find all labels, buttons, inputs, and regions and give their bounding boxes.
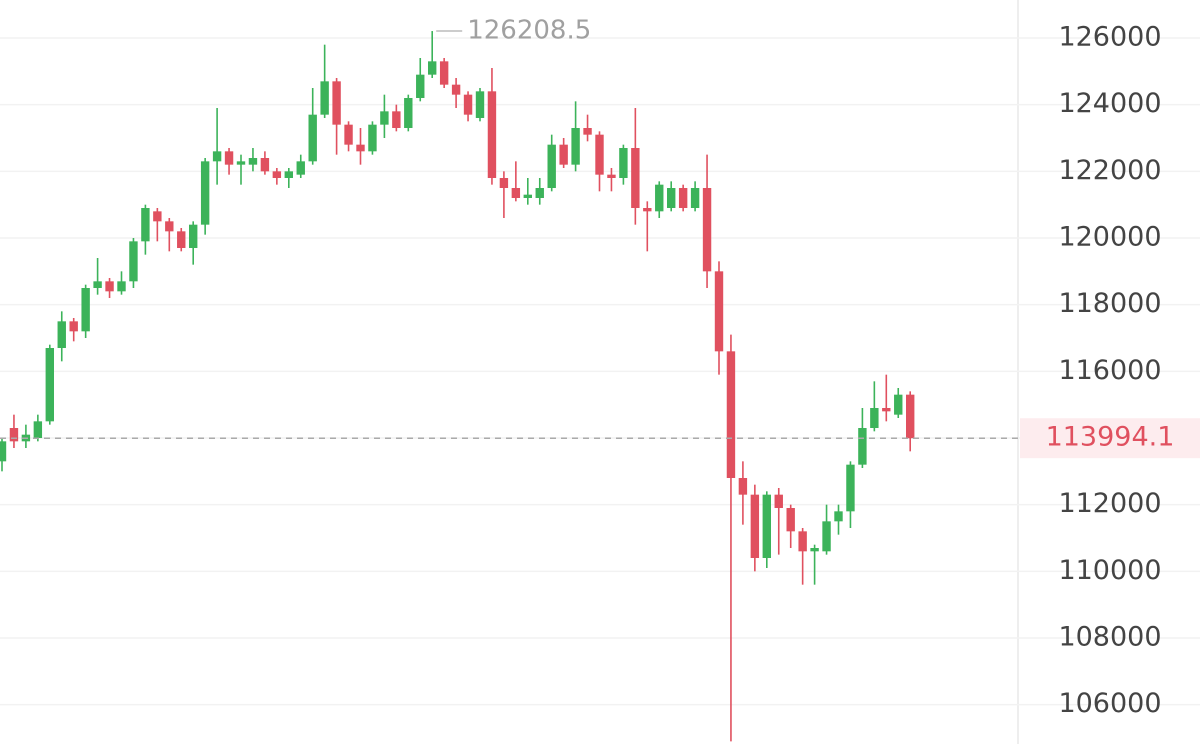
candle-body	[631, 148, 640, 208]
candle-body	[822, 521, 831, 552]
candle-body	[774, 494, 783, 508]
candle-body	[284, 171, 293, 178]
candle-body	[117, 281, 126, 292]
candle-body	[906, 394, 915, 439]
candle-body	[439, 61, 449, 85]
candle-body	[272, 171, 282, 178]
candle-body	[738, 478, 748, 495]
candle-body	[141, 208, 150, 242]
candle-body	[105, 281, 114, 292]
y-tick-label: 118000	[1058, 288, 1161, 319]
candle-body	[655, 184, 664, 212]
candle-body	[786, 508, 795, 532]
candle-body	[571, 128, 580, 165]
candle-body	[392, 111, 401, 128]
candle-body	[344, 124, 353, 145]
candle-body	[894, 394, 903, 415]
candle-body	[45, 348, 54, 422]
candle-body	[93, 281, 102, 288]
candle-body	[595, 134, 604, 175]
y-tick-label: 116000	[1058, 355, 1161, 386]
y-tick-label: 108000	[1058, 622, 1161, 653]
y-tick-label: 122000	[1058, 155, 1161, 186]
last-price-label: 113994.1	[1046, 422, 1175, 453]
y-tick-label: 106000	[1058, 688, 1161, 719]
candle-body	[726, 351, 736, 478]
candle-body	[499, 178, 509, 188]
candle-body	[356, 144, 365, 152]
candle-body	[870, 408, 879, 428]
candle-body	[200, 161, 210, 225]
candle-body	[607, 174, 616, 178]
candle-body	[523, 194, 532, 198]
candle-body	[702, 188, 712, 272]
candle-body	[667, 188, 676, 208]
candle-body	[332, 81, 341, 125]
candle-body	[428, 61, 437, 75]
candle-body	[834, 511, 843, 522]
candle-body	[368, 124, 377, 152]
candle-body	[177, 231, 186, 248]
candle-body	[882, 408, 891, 412]
y-tick-label: 126000	[1058, 22, 1161, 53]
candle-body	[559, 144, 568, 165]
candle-body	[260, 158, 270, 172]
candle-body	[547, 144, 556, 188]
grid: 106000 108000 110000 112000 116000 118000 1200…	[0, 22, 1200, 719]
candle-body	[320, 81, 329, 115]
candle-body	[846, 464, 855, 512]
candle-body	[762, 494, 771, 558]
y-tick-label: 120000	[1058, 222, 1161, 253]
candle-body	[511, 188, 521, 198]
candle-body	[0, 441, 7, 462]
last-price-tag	[1020, 418, 1200, 459]
candle-body	[57, 321, 66, 348]
candle-body	[487, 91, 497, 178]
candles	[0, 31, 915, 742]
candle-body	[583, 128, 592, 135]
candle-body	[404, 98, 413, 128]
candle-body	[165, 221, 174, 232]
candle-body	[858, 428, 867, 465]
candle-body	[451, 84, 461, 95]
candle-body	[750, 494, 760, 558]
candle-body	[619, 148, 628, 178]
candle-body	[33, 421, 43, 438]
candle-body	[475, 91, 485, 118]
candle-body	[9, 428, 19, 442]
candle-body	[224, 151, 234, 165]
candle-body	[690, 188, 700, 208]
candle-body	[416, 74, 425, 98]
y-tick-label: 124000	[1058, 88, 1161, 119]
candle-body	[714, 271, 724, 352]
candle-body	[535, 188, 544, 198]
y-tick-label: 112000	[1058, 488, 1161, 519]
candle-body	[380, 111, 389, 125]
candle-body	[153, 211, 162, 222]
candle-body	[189, 224, 198, 248]
candle-body	[69, 321, 78, 332]
candle-body	[308, 114, 317, 162]
candle-body	[798, 531, 807, 552]
candle-body	[643, 208, 652, 212]
max-label: 126208.5	[467, 16, 591, 46]
candle-body	[463, 94, 473, 115]
candle-body	[678, 188, 688, 208]
overlay: 126208.5 113994.1	[0, 16, 1200, 459]
candle-body	[236, 161, 246, 165]
candle-body	[81, 288, 90, 332]
candle-body	[296, 161, 305, 175]
y-tick-label: 110000	[1058, 555, 1161, 586]
candle-body	[129, 241, 138, 282]
candle-body	[248, 158, 258, 165]
candle-body	[810, 548, 819, 552]
candle-body	[212, 151, 222, 162]
